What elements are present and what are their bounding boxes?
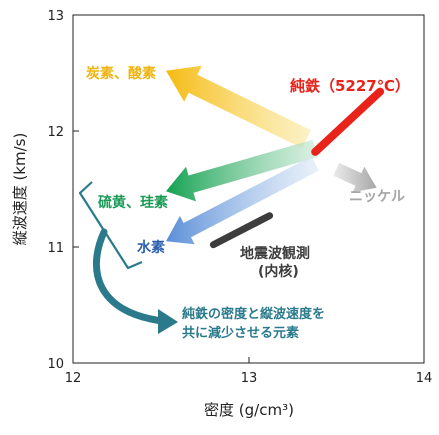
annotation-line2: 共に減少させる元素 xyxy=(182,325,299,341)
label-nickel: ニッケル xyxy=(349,189,405,205)
x-axis-label: 密度 (g/cm³) xyxy=(204,401,294,419)
label-pure-iron: 純鉄（5227℃） xyxy=(290,77,410,95)
label-sulfur-silicon: 硫黄、珪素 xyxy=(98,194,168,211)
y-tick-label-10: 10 xyxy=(47,357,64,372)
label-hydrogen: 水素 xyxy=(137,239,165,256)
annotation-curve xyxy=(93,228,166,325)
x-tick-label-14: 14 xyxy=(416,371,433,386)
x-ticks xyxy=(72,357,425,363)
inner-core-segment xyxy=(209,212,274,249)
y-axis-label: 縦波速度 (km/s) xyxy=(11,133,29,246)
y-tick-label-11: 11 xyxy=(47,241,64,256)
label-inner-core-line2: (内核) xyxy=(258,263,299,280)
x-tick-label-12: 12 xyxy=(65,371,82,386)
annotation-arrowhead xyxy=(158,309,178,334)
x-tick-label-13: 13 xyxy=(241,371,258,386)
arrow-hydrogen xyxy=(166,156,319,245)
pure-iron-segment xyxy=(311,87,385,156)
y-ticks xyxy=(73,14,79,364)
annotation-line1: 純鉄の密度と縦波速度を xyxy=(182,306,325,322)
arrow-nickel xyxy=(333,162,377,193)
label-carbon-oxygen: 炭素、酸素 xyxy=(86,65,156,82)
y-tick-label-13: 13 xyxy=(47,9,64,24)
label-inner-core-line1: 地震波観測 xyxy=(240,245,310,262)
arrows-layer xyxy=(166,65,377,245)
y-tick-label-12: 12 xyxy=(47,125,64,140)
arrow-carbon-oxygen xyxy=(166,65,311,149)
arrow-sulfur-silicon xyxy=(166,139,318,202)
